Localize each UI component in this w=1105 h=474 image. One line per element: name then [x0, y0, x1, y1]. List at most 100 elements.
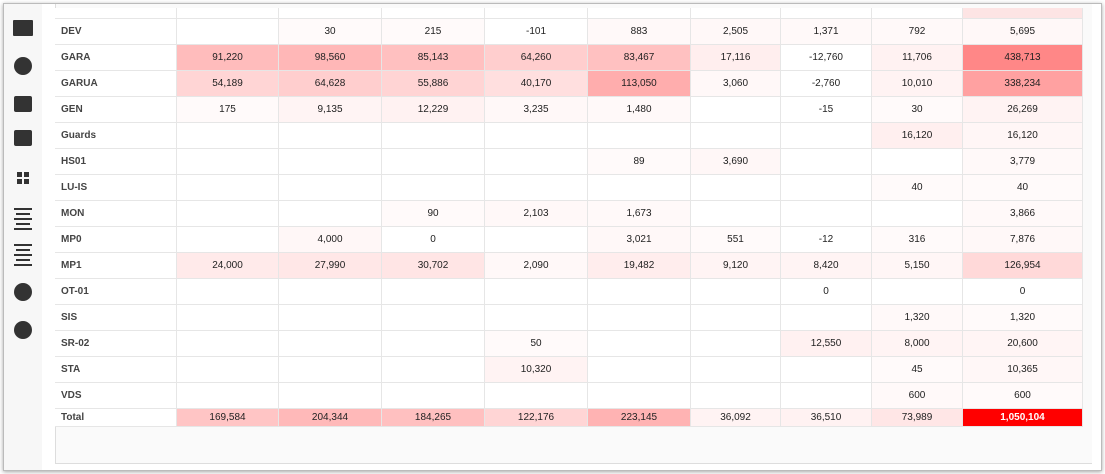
row-label: Guards	[55, 123, 177, 149]
header-cell	[588, 8, 691, 19]
table-cell: 64,260	[485, 45, 588, 71]
list-icon[interactable]	[14, 244, 32, 266]
table-cell: 175	[177, 97, 279, 123]
table-cell	[872, 279, 963, 305]
table-cell	[872, 149, 963, 175]
table-cell: 12,550	[781, 331, 872, 357]
table-cell	[279, 149, 382, 175]
table-cell: 24,000	[177, 253, 279, 279]
table-cell	[781, 201, 872, 227]
table-cell	[485, 227, 588, 253]
table-cell: 126,954	[963, 253, 1083, 279]
table-cell: 3,690	[691, 149, 781, 175]
table-cell	[279, 383, 382, 409]
table-cell: 338,234	[963, 71, 1083, 97]
table-cell	[382, 383, 485, 409]
table-cell: 0	[382, 227, 485, 253]
table-cell: 50	[485, 331, 588, 357]
table-cell: 5,150	[872, 253, 963, 279]
table-cell	[781, 175, 872, 201]
table-cell	[485, 383, 588, 409]
table-cell	[177, 123, 279, 149]
box-icon[interactable]	[13, 20, 33, 36]
table-cell: 10,010	[872, 71, 963, 97]
sidebar-icons	[13, 20, 33, 339]
table-cell: 54,189	[177, 71, 279, 97]
header-cell	[485, 8, 588, 19]
row-label: GEN	[55, 97, 177, 123]
window: DEV 30 215 -101 883 2,505 1,371 792 5,695 GARA 91,…	[3, 3, 1102, 471]
table-cell: 2,505	[691, 19, 781, 45]
total-cell: 1,050,104	[963, 409, 1083, 427]
table-cell: 600	[872, 383, 963, 409]
total-cell: 36,092	[691, 409, 781, 427]
list-icon[interactable]	[14, 208, 32, 230]
table-cell: 16,120	[872, 123, 963, 149]
table-cell: 3,866	[963, 201, 1083, 227]
table-cell	[279, 357, 382, 383]
table-cell	[691, 279, 781, 305]
table-cell: 0	[781, 279, 872, 305]
table-cell	[485, 279, 588, 305]
table-cell: 883	[588, 19, 691, 45]
grid-icon[interactable]	[17, 172, 29, 184]
row-label: LU-IS	[55, 175, 177, 201]
table-cell	[177, 279, 279, 305]
table-cell	[177, 305, 279, 331]
table-cell: 792	[872, 19, 963, 45]
sidebar	[4, 4, 42, 470]
table-cell	[279, 123, 382, 149]
table-cell: 3,021	[588, 227, 691, 253]
header-cell	[781, 8, 872, 19]
table-cell	[177, 175, 279, 201]
table-cell	[382, 305, 485, 331]
total-cell: 169,584	[177, 409, 279, 427]
table-cell	[177, 331, 279, 357]
table-cell	[691, 123, 781, 149]
table-cell	[382, 331, 485, 357]
table-cell	[781, 149, 872, 175]
table-cell: 113,050	[588, 71, 691, 97]
table-cell	[382, 123, 485, 149]
table-cell	[588, 331, 691, 357]
table-cell: 40	[963, 175, 1083, 201]
total-cell: 122,176	[485, 409, 588, 427]
header-cell	[279, 8, 382, 19]
table-cell: 438,713	[963, 45, 1083, 71]
table-cell: 2,103	[485, 201, 588, 227]
total-label: Total	[55, 409, 177, 427]
table-cell: 30	[872, 97, 963, 123]
table-cell	[872, 201, 963, 227]
table-cell	[691, 175, 781, 201]
table-cell: 7,876	[963, 227, 1083, 253]
table-cell	[177, 227, 279, 253]
calendar-icon[interactable]	[14, 96, 32, 112]
table-cell: 40,170	[485, 71, 588, 97]
table-cell	[588, 279, 691, 305]
table-cell: 45	[872, 357, 963, 383]
table-cell: -15	[781, 97, 872, 123]
table-cell: 20,600	[963, 331, 1083, 357]
table-cell	[485, 149, 588, 175]
table-cell: 26,269	[963, 97, 1083, 123]
table-cell	[177, 19, 279, 45]
table-cell: 55,886	[382, 71, 485, 97]
header-cell	[177, 8, 279, 19]
table-cell: 551	[691, 227, 781, 253]
table-cell	[485, 305, 588, 331]
table-cell	[382, 357, 485, 383]
globe-icon[interactable]	[14, 321, 32, 339]
table-cell: 10,320	[485, 357, 588, 383]
calendar-icon[interactable]	[14, 130, 32, 146]
globe-icon[interactable]	[14, 283, 32, 301]
table-cell	[691, 331, 781, 357]
table-cell	[279, 175, 382, 201]
table-cell: 1,320	[872, 305, 963, 331]
table-cell	[588, 305, 691, 331]
table-cell: 91,220	[177, 45, 279, 71]
globe-icon[interactable]	[14, 57, 32, 75]
table-cell: 1,673	[588, 201, 691, 227]
table-cell	[691, 97, 781, 123]
table-cell	[382, 279, 485, 305]
table-cell: 12,229	[382, 97, 485, 123]
